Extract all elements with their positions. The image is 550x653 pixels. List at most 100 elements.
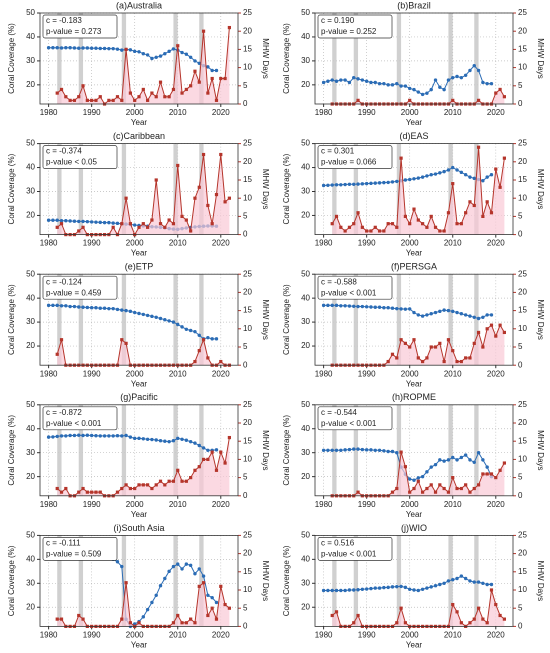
marker	[459, 312, 464, 316]
marker	[421, 359, 425, 364]
y2-tick-label: 20	[243, 26, 252, 35]
marker	[386, 306, 390, 310]
marker	[64, 304, 68, 308]
y-tick-label: 20	[26, 602, 35, 611]
marker	[171, 222, 176, 226]
y2-tick-label: 25	[243, 139, 252, 148]
marker	[171, 439, 176, 443]
marker	[158, 583, 163, 588]
marker	[382, 585, 386, 590]
marker	[68, 304, 72, 309]
marker	[395, 81, 399, 86]
y2-axis-label: MHW Days	[261, 430, 270, 470]
marker	[416, 479, 420, 483]
marker	[403, 214, 407, 218]
marker	[98, 490, 102, 494]
y2-tick-label: 20	[518, 157, 527, 166]
marker	[72, 304, 77, 309]
marker	[77, 433, 81, 437]
marker	[446, 458, 451, 462]
event-band	[173, 13, 178, 104]
marker	[81, 486, 85, 491]
marker	[77, 229, 81, 233]
marker	[481, 458, 485, 462]
marker	[137, 436, 141, 441]
marker	[158, 222, 163, 226]
marker	[407, 477, 412, 481]
y-axis-label: Coral Coverage (%)	[282, 415, 291, 486]
marker	[438, 341, 442, 345]
marker	[425, 91, 429, 95]
marker	[124, 341, 128, 345]
marker	[141, 615, 146, 619]
marker	[360, 78, 365, 82]
marker	[330, 448, 334, 452]
y2-tick-label: 20	[518, 26, 527, 35]
marker	[120, 486, 124, 491]
y2-tick-label: 20	[518, 549, 527, 558]
y2-axis-label: MHW Days	[536, 169, 545, 209]
marker	[141, 87, 145, 92]
x-tick-label: 1980	[315, 369, 333, 378]
x-tick-label: 2020	[487, 500, 505, 509]
annotation: p-value < 0.001	[321, 550, 377, 559]
marker	[141, 437, 146, 441]
marker	[210, 222, 214, 226]
y2-tick-label: 15	[243, 567, 252, 576]
marker	[111, 306, 115, 311]
marker	[111, 221, 115, 225]
marker	[373, 305, 377, 309]
marker	[77, 305, 81, 309]
marker	[472, 341, 476, 345]
marker	[334, 448, 339, 452]
event-band	[199, 274, 204, 366]
marker	[360, 304, 365, 309]
marker	[210, 68, 214, 73]
marker	[94, 433, 98, 438]
marker	[51, 218, 55, 222]
x-tick-label: 2000	[126, 108, 144, 117]
marker	[77, 613, 81, 618]
marker	[356, 490, 360, 494]
marker	[154, 95, 158, 99]
marker	[223, 602, 227, 607]
annotation-box	[42, 537, 118, 561]
y-tick-label: 50	[26, 8, 35, 17]
marker	[197, 443, 201, 448]
y2-tick-label: 10	[243, 193, 252, 202]
marker	[420, 587, 425, 591]
marker	[55, 486, 59, 491]
marker	[321, 448, 326, 452]
marker	[219, 152, 223, 157]
marker	[90, 490, 94, 494]
marker	[395, 486, 399, 491]
marker	[369, 229, 373, 233]
area	[57, 582, 230, 627]
panel: (j)WIO 20 30 40 50 1980 1990 2000 2010 2020 0 5 10 15…	[282, 523, 545, 650]
plot-frame	[314, 535, 514, 627]
marker	[390, 352, 395, 356]
marker	[150, 600, 154, 605]
marker	[433, 345, 438, 349]
marker	[206, 335, 210, 340]
marker	[133, 98, 137, 102]
marker	[227, 435, 231, 440]
marker	[330, 183, 334, 187]
marker	[364, 448, 369, 452]
marker	[377, 448, 382, 452]
marker	[455, 610, 459, 614]
marker	[188, 439, 193, 444]
x-tick-label: 2010	[444, 631, 462, 640]
marker	[476, 606, 481, 610]
event-band	[353, 274, 359, 366]
marker	[197, 465, 201, 469]
marker	[403, 341, 407, 345]
marker	[59, 87, 64, 92]
y-tick-label: 30	[26, 56, 35, 65]
marker	[459, 222, 463, 226]
marker	[408, 490, 412, 494]
marker	[472, 203, 476, 208]
marker	[77, 219, 81, 224]
marker	[81, 219, 85, 224]
